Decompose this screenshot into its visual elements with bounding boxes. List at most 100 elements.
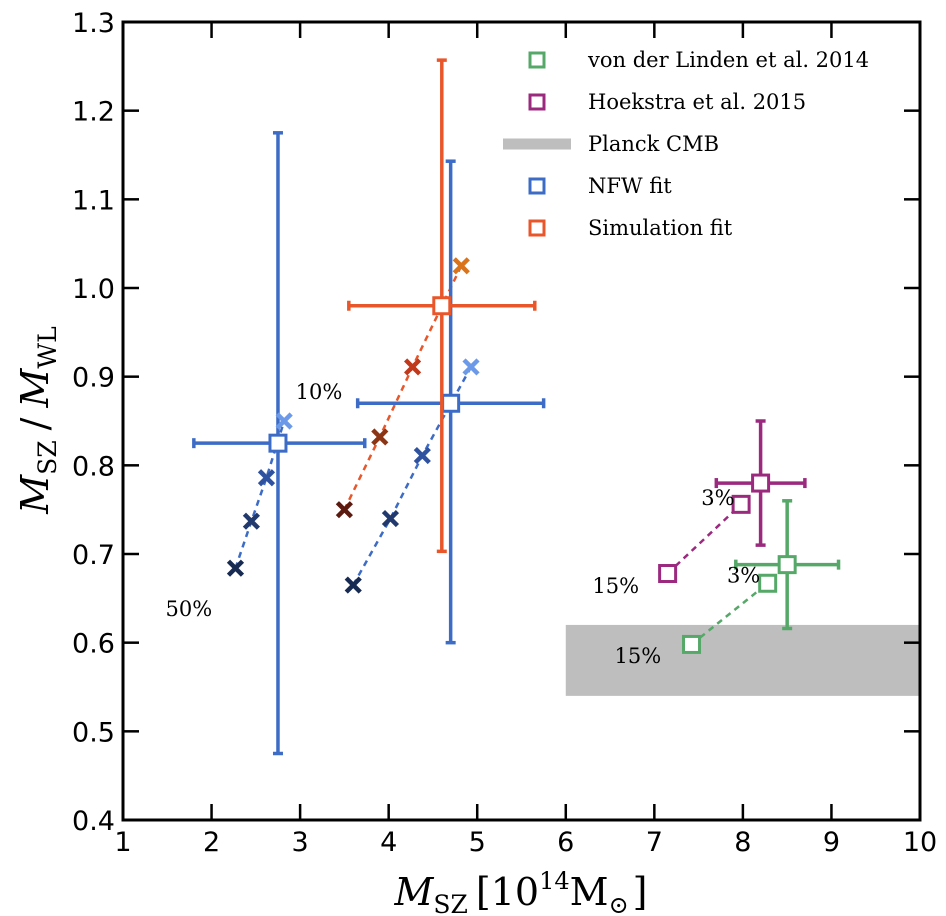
cross-stroke: [371, 428, 389, 446]
plot-frame: [121, 20, 922, 822]
x-axis-label-open: [10: [476, 870, 539, 914]
x-axis-label-sub: SZ: [433, 890, 468, 916]
y-tick-label: 0.8: [72, 451, 115, 482]
x-axis-label-close: ]: [633, 870, 648, 914]
legend: von der Linden et al. 2014 Hoekstra et al…: [503, 48, 869, 240]
x-tick-label: 5: [469, 827, 486, 858]
cross-stroke: [452, 257, 470, 275]
x-axis-label-sun: ⊙: [609, 891, 629, 916]
x-tick-label: 6: [557, 827, 574, 858]
cross-marker-1-3: [462, 358, 480, 376]
cross-marker-0-0: [226, 559, 245, 577]
cross-stroke: [242, 512, 260, 530]
square-series-1-line: [690, 582, 769, 646]
y-tick-label: 1.1: [72, 185, 115, 216]
x-axis-label-unit: M: [570, 870, 609, 914]
errorbar-square-marker: [432, 296, 452, 316]
x-tick-label: 8: [734, 827, 751, 858]
cross-stroke: [413, 446, 431, 465]
planck-band: [565, 624, 920, 696]
legend-label: Simulation fit: [588, 216, 733, 240]
errorbar-square-marker: [268, 433, 288, 453]
x-tick-label: 2: [203, 827, 220, 858]
cross-stroke: [257, 469, 276, 487]
square-marker-1-0: [682, 634, 702, 654]
annotation-label-1: 50%: [166, 597, 213, 621]
errorbar-point-2: [347, 58, 537, 554]
errorbar-point-3: [714, 419, 807, 547]
square-marker-1-1: [758, 573, 778, 593]
y-tick-label: 1.2: [72, 97, 115, 128]
x-axis-label-var: M: [393, 870, 434, 914]
y-tick-label: 0.7: [72, 540, 115, 571]
legend-label: von der Linden et al. 2014: [587, 48, 869, 72]
x-tick-label: 7: [646, 827, 663, 858]
y-tick-label: 0.9: [72, 363, 115, 394]
x-axis-label: MSZ [1014M⊙]: [393, 867, 647, 916]
y-axis-label-var1: M: [13, 474, 57, 515]
cross-marker-2-1: [371, 428, 389, 446]
cross-series-1-line: [352, 366, 473, 586]
legend-label: NFW fit: [588, 174, 672, 198]
legend-square-swatch: [528, 219, 546, 237]
cross-stroke: [381, 509, 400, 528]
annotation-label-5: 15%: [614, 644, 661, 668]
square-series-0-line: [666, 503, 742, 575]
square-marker-0-1: [731, 494, 751, 514]
annotation-label-2: 3%: [701, 486, 734, 510]
y-axis-label: MSZ/MWL: [13, 326, 62, 514]
square-marker-0-0: [658, 564, 678, 584]
y-tick-label: 0.4: [72, 806, 115, 837]
legend-entry-1: Hoekstra et al. 2015: [528, 90, 806, 114]
legend-label: Hoekstra et al. 2015: [588, 90, 806, 114]
errorbar-point-0: [192, 131, 367, 756]
x-axis-label-exp: 14: [539, 867, 570, 895]
y-axis-label-slash: /: [13, 417, 57, 430]
x-tick-label: 3: [292, 827, 309, 858]
cross-stroke: [462, 358, 480, 376]
cross-marker-2-2: [403, 358, 422, 376]
cross-marker-0-3: [275, 412, 293, 430]
cross-marker-1-0: [344, 576, 362, 594]
cross-stroke: [335, 501, 353, 519]
errorbar-square-marker: [751, 473, 771, 493]
legend-entry-3: NFW fit: [528, 174, 672, 198]
legend-label: Planck CMB: [588, 132, 719, 156]
annotation-label-0: 10%: [296, 380, 343, 404]
cross-marker-1-2: [413, 446, 431, 465]
y-tick-label: 0.5: [72, 717, 115, 748]
y-tick-label: 1.3: [72, 8, 115, 39]
cross-series-2-line: [343, 265, 463, 511]
legend-entry-0: von der Linden et al. 2014: [528, 48, 869, 72]
legend-square-swatch: [528, 177, 546, 195]
cross-stroke: [226, 559, 245, 577]
x-tick-label: 9: [823, 827, 840, 858]
series-layer: [192, 58, 841, 756]
y-axis-label-sub2: WL: [33, 326, 62, 368]
legend-entry-4: Simulation fit: [528, 216, 733, 240]
annotation-label-4: 3%: [727, 563, 760, 587]
y-tick-label: 0.6: [72, 629, 115, 660]
errorbar-square-marker: [777, 555, 797, 575]
cross-stroke: [275, 412, 293, 430]
cross-stroke: [344, 576, 362, 594]
x-tick-label: 4: [380, 827, 397, 858]
errorbar-square-marker: [441, 393, 461, 413]
x-tick-label: 10: [903, 827, 937, 858]
x-tick-label: 1: [114, 827, 131, 858]
cross-marker-1-1: [381, 509, 400, 528]
y-tick-label: 1.0: [72, 274, 115, 305]
y-axis-label-sub1: SZ: [33, 440, 62, 475]
legend-square-swatch: [528, 93, 546, 111]
annotations: 10% 50% 3% 15% 3% 15%: [166, 380, 761, 668]
cross-marker-0-1: [242, 512, 260, 530]
y-axis-label-var2: M: [13, 368, 57, 409]
cross-marker-2-0: [335, 501, 353, 519]
cross-marker-2-3: [452, 257, 470, 275]
legend-entry-2: Planck CMB: [503, 132, 719, 156]
planck-band-layer: [565, 624, 920, 696]
axes-layer: 1 2 3 4 5 6 7 8 9 10 0.4 0.5 0.6 0.7 0.8 0.9 1.0 1.1 1.2 1.…: [72, 8, 937, 858]
legend-square-swatch: [528, 51, 546, 69]
